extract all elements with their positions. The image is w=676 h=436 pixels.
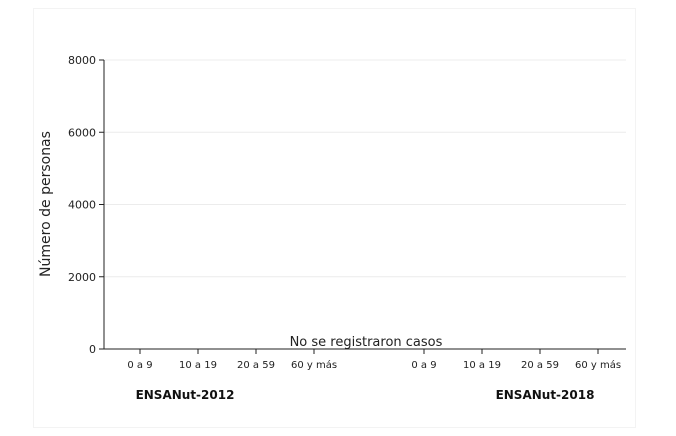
no-cases-annotation: No se registraron casos [290,335,443,350]
y-tick-label-6000: 6000 [68,126,96,139]
x-ticks: 0 a 9 10 a 19 20 a 59 60 y más 0 a 9 10 a 19 2… [127,349,621,371]
y-tick-label-0: 0 [89,343,96,356]
x-tick-label-0-0: 0 a 9 [127,360,152,371]
y-axis-label: Número de personas [38,131,54,277]
x-tick-label-1-2: 20 a 59 [521,360,559,371]
y-tick-label-8000: 8000 [68,54,96,67]
y-tick-label-4000: 4000 [68,199,96,212]
x-tick-label-1-0: 0 a 9 [411,360,436,371]
grid-lines [104,59,626,278]
x-tick-label-0-3: 60 y más [291,359,337,371]
group-label-ensanut-2018: ENSANut-2018 [496,388,595,402]
x-tick-label-1-3: 60 y más [575,359,621,371]
x-tick-label-1-1: 10 a 19 [463,360,501,371]
y-ticks: 0 2000 4000 6000 8000 [68,54,104,356]
x-tick-label-0-1: 10 a 19 [179,360,217,371]
y-tick-label-2000: 2000 [68,271,96,284]
group-label-ensanut-2012: ENSANut-2012 [136,388,235,402]
x-tick-label-0-2: 20 a 59 [237,360,275,371]
chart-frame [33,8,636,428]
